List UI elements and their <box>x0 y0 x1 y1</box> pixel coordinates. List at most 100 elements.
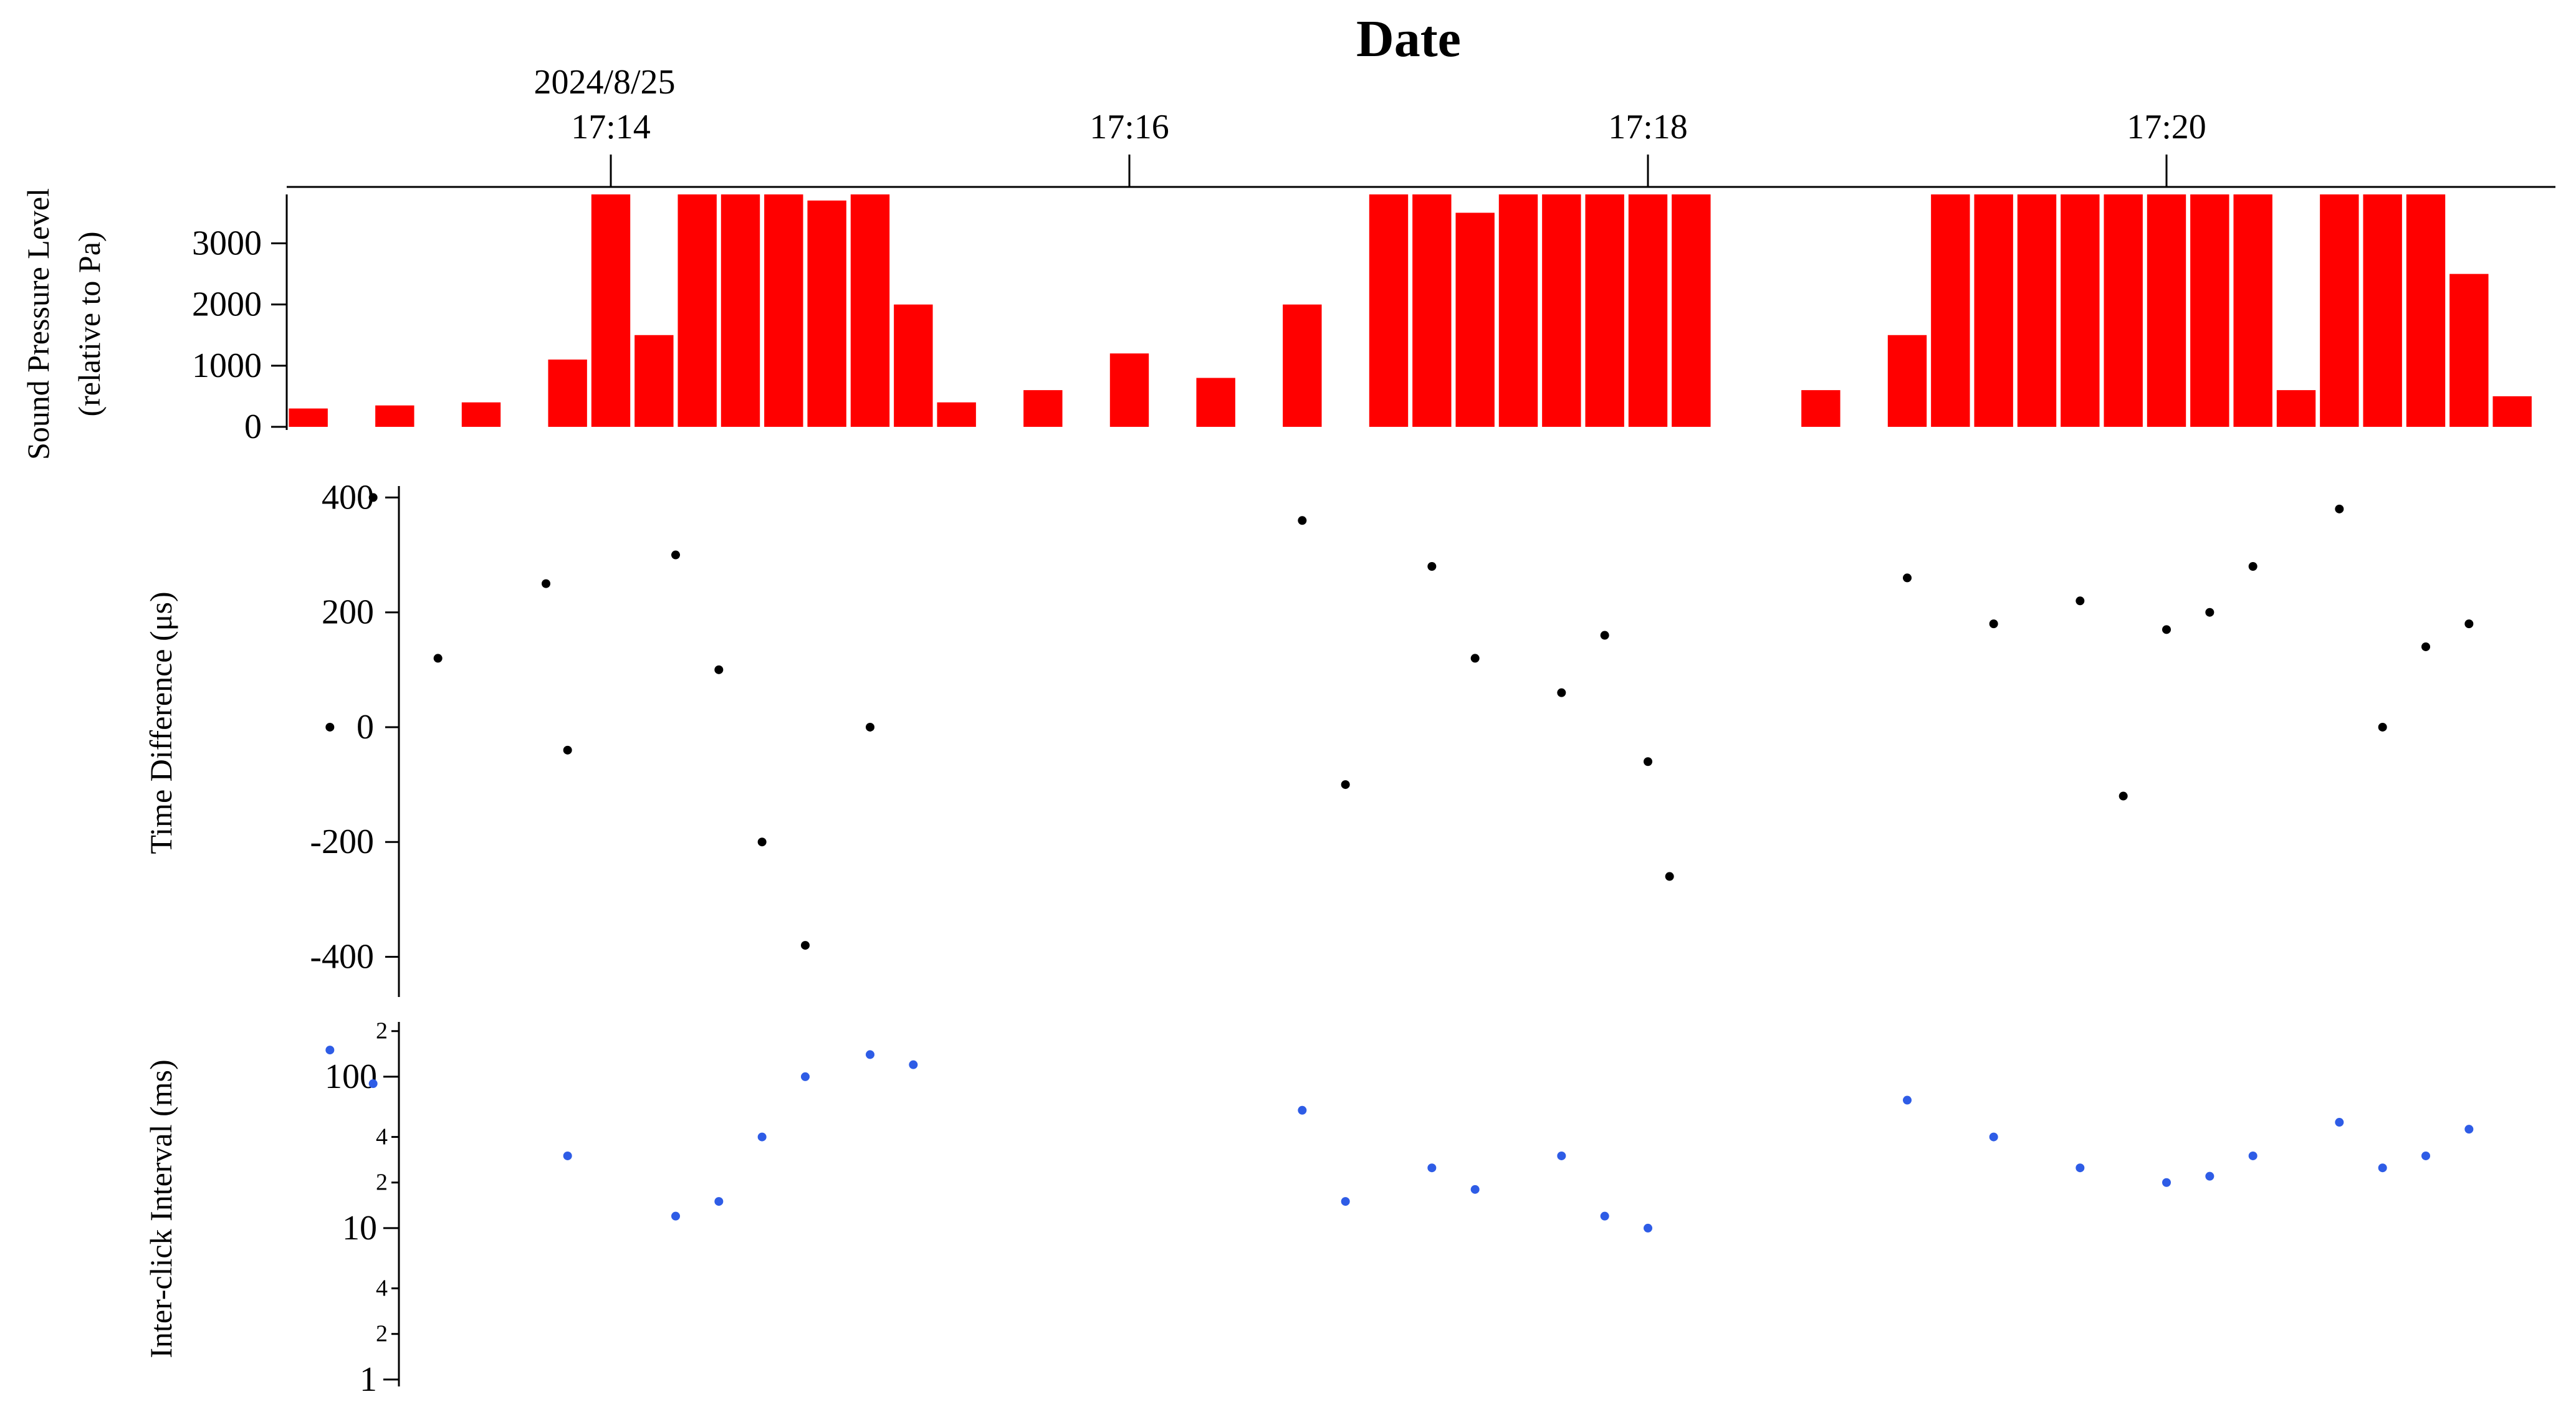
ici-y-minor-label: 4 <box>376 1276 388 1302</box>
td-point <box>1903 573 1912 583</box>
time-tick-label: 17:18 <box>1608 108 1688 146</box>
time-tick-label: 17:14 <box>571 108 651 146</box>
ici-point <box>2464 1125 2474 1134</box>
td-point <box>2162 625 2171 634</box>
ici-point <box>1644 1223 1652 1233</box>
spl-y-tick-label: 3000 <box>192 224 262 263</box>
spl-bar <box>894 304 933 427</box>
td-point <box>368 493 378 502</box>
ici-point <box>368 1079 378 1089</box>
spl-bar <box>2492 396 2532 427</box>
td-point <box>1557 688 1566 697</box>
spl-bar <box>1023 390 1063 427</box>
td-point <box>433 654 443 663</box>
ici-point <box>1427 1163 1437 1173</box>
spl-bar <box>2320 194 2359 427</box>
spl-y-tick-label: 0 <box>244 408 262 446</box>
td-point <box>2205 608 2214 617</box>
spl-bar <box>461 402 501 427</box>
ici-point <box>1470 1185 1480 1194</box>
spl-bar <box>1585 194 1624 427</box>
inter-click-interval-panel: 100 10 1 2 4 2 4 2 <box>325 1018 2474 1399</box>
ici-y-minor-label: 2 <box>376 1321 388 1347</box>
ici-point <box>563 1151 572 1160</box>
spl-bar <box>634 335 674 427</box>
spl-bar <box>937 402 976 427</box>
td-ylabel: Time Difference (μs) <box>143 591 178 854</box>
td-point <box>2076 596 2085 606</box>
spl-bar <box>1672 194 1711 427</box>
td-y-tick-label: 400 <box>322 478 374 517</box>
ici-point <box>909 1060 918 1069</box>
spl-bar <box>1196 378 1235 427</box>
spl-bar <box>1887 335 1927 427</box>
td-point <box>1600 631 1609 640</box>
td-point <box>542 579 550 588</box>
spl-bar <box>1542 194 1581 427</box>
spl-bar <box>2147 194 2186 427</box>
ici-point <box>671 1211 680 1221</box>
td-point <box>1665 872 1674 881</box>
td-point <box>325 722 335 732</box>
spl-bar <box>1974 194 2013 427</box>
td-point <box>671 550 680 560</box>
td-point <box>714 665 724 674</box>
ici-point <box>1903 1095 1912 1105</box>
td-y-tick-label: -400 <box>310 938 374 976</box>
ici-point <box>866 1050 874 1059</box>
spl-bar <box>591 194 631 427</box>
td-point <box>801 941 810 950</box>
ici-y-tick-label: 100 <box>325 1057 377 1096</box>
td-point <box>2464 619 2474 629</box>
spl-bar <box>2104 194 2143 427</box>
td-point <box>563 745 572 755</box>
ici-y-minor-label: 2 <box>376 1170 388 1196</box>
ici-point <box>2335 1118 2344 1127</box>
chart-title: Date <box>1356 10 1461 68</box>
td-y-tick-label: 0 <box>357 708 374 747</box>
ici-point <box>2378 1163 2387 1173</box>
time-tick-label: 17:20 <box>2127 108 2206 146</box>
td-point <box>2248 561 2258 571</box>
spl-bar <box>678 194 717 427</box>
td-point <box>1470 654 1480 663</box>
spl-bar <box>289 408 328 427</box>
time-difference-panel: 400 200 0 -200 -400 <box>310 478 2474 997</box>
td-point <box>1298 516 1307 525</box>
spl-bar <box>1498 194 1538 427</box>
spl-bar <box>2233 194 2272 427</box>
td-y-tick-label: 200 <box>322 593 374 632</box>
ici-point <box>757 1132 767 1142</box>
ici-point <box>1298 1105 1307 1115</box>
ici-point <box>2162 1178 2171 1187</box>
ici-y-minor-label: 4 <box>376 1124 388 1150</box>
ici-point <box>1600 1211 1609 1221</box>
spl-bar <box>1283 304 1322 427</box>
spl-bar <box>1931 194 1970 427</box>
ici-y-minor-label: 2 <box>376 1018 388 1044</box>
spl-bar <box>1801 390 1841 427</box>
ici-point <box>1341 1197 1350 1206</box>
spl-bar <box>548 360 587 427</box>
time-axis: 17:14 17:16 17:18 17:20 <box>287 108 2555 188</box>
ici-point <box>2076 1163 2085 1173</box>
ici-point <box>2205 1171 2214 1181</box>
ici-point <box>1557 1151 1566 1160</box>
ici-point <box>714 1197 724 1206</box>
spl-panel: 0 1000 2000 3000 <box>192 194 2532 446</box>
spl-bar <box>1628 194 1668 427</box>
ici-ylabel: Inter-click Interval (ms) <box>143 1059 178 1358</box>
spl-bar <box>1369 194 1409 427</box>
spl-bar <box>2406 194 2446 427</box>
spl-bar <box>764 194 803 427</box>
spl-ylabel-line1: Sound Pressure Level <box>21 188 55 460</box>
spl-bar <box>1412 194 1452 427</box>
td-point <box>866 722 874 732</box>
spl-bar <box>375 405 414 427</box>
spl-bar <box>2017 194 2057 427</box>
td-point <box>1989 619 1998 629</box>
ici-point <box>1989 1132 1998 1142</box>
ici-y-tick-label: 10 <box>342 1209 377 1247</box>
